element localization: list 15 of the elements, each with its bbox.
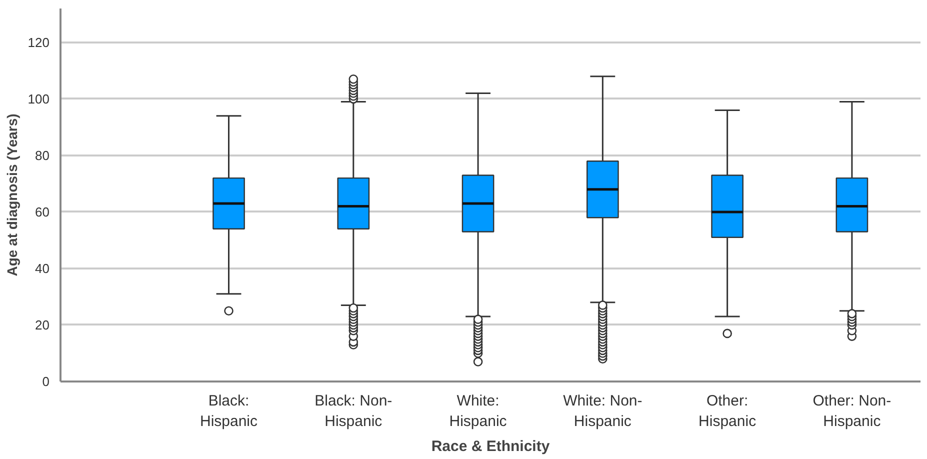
- y-axis-title: Age at diagnosis (Years): [4, 114, 20, 276]
- y-tick-label: 40: [35, 260, 50, 276]
- x-tick-label: Black: Hispanic: [200, 392, 258, 430]
- x-tick-label: White: Hispanic: [449, 392, 508, 430]
- x-tick-label: Other: Hispanic: [698, 392, 757, 430]
- y-tick-label: 100: [28, 91, 50, 106]
- x-axis-title: Race & Ethnicity: [431, 438, 550, 455]
- y-tick-label: 0: [42, 374, 50, 389]
- y-tick-label: 20: [35, 317, 50, 332]
- y-tick-label: 60: [35, 204, 50, 220]
- x-tick-label: White: Non-Hispanic: [563, 392, 642, 430]
- x-tick-label: Other: Non-Hispanic: [812, 392, 892, 430]
- x-tick-label: Black: Non-Hispanic: [314, 392, 392, 430]
- y-tick-label: 80: [35, 148, 50, 163]
- y-tick-label: 120: [28, 34, 50, 50]
